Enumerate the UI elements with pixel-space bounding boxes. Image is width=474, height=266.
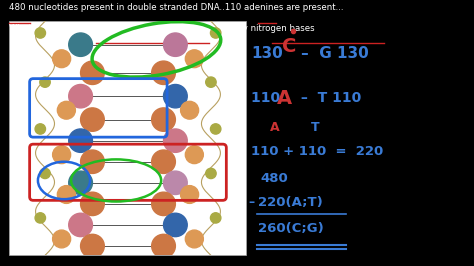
Circle shape [152,192,175,215]
Circle shape [185,50,203,68]
Circle shape [164,33,187,56]
Circle shape [69,171,92,194]
Circle shape [206,168,216,178]
Circle shape [164,213,187,237]
Circle shape [57,186,75,203]
Circle shape [152,150,175,173]
Text: 130: 130 [251,46,283,61]
Text: What is the number  of hydrogen bonds and how many nitrogen bases: What is the number of hydrogen bonds and… [9,24,315,33]
Circle shape [185,146,203,164]
Circle shape [164,171,187,194]
Text: A: A [277,89,292,108]
Circle shape [69,213,92,237]
Circle shape [53,50,71,68]
Text: –: – [249,196,255,209]
FancyBboxPatch shape [9,21,246,255]
Text: 110 + 110  =  220: 110 + 110 = 220 [251,145,383,158]
Circle shape [53,230,71,248]
Circle shape [81,234,104,258]
Circle shape [181,186,199,203]
Circle shape [81,192,104,215]
Circle shape [210,124,221,134]
Text: 220(A;T): 220(A;T) [258,196,323,209]
Text: –  G 130: – G 130 [301,46,369,61]
Circle shape [152,108,175,131]
Circle shape [152,234,175,258]
Circle shape [81,108,104,131]
Text: 480 nucleotides present in double stranded DNA..110 adenines are present...: 480 nucleotides present in double strand… [9,3,344,12]
Text: C: C [282,37,296,56]
Circle shape [152,61,175,85]
Circle shape [210,28,221,38]
Text: –  T 110: – T 110 [296,92,362,105]
Circle shape [40,77,50,87]
Circle shape [35,213,46,223]
Circle shape [181,101,199,119]
Circle shape [40,168,50,178]
Text: T: T [310,121,319,134]
Text: 260(C;G): 260(C;G) [258,222,324,235]
Text: A: A [270,121,280,134]
Circle shape [164,85,187,108]
Circle shape [210,213,221,223]
Circle shape [35,28,46,38]
Circle shape [57,101,75,119]
Text: 110: 110 [251,92,285,105]
Circle shape [53,146,71,164]
Circle shape [185,230,203,248]
Circle shape [69,85,92,108]
Circle shape [35,124,46,134]
Circle shape [206,77,216,87]
Circle shape [81,150,104,173]
Circle shape [164,129,187,152]
Circle shape [81,61,104,85]
Circle shape [69,33,92,56]
Circle shape [69,129,92,152]
Text: 480: 480 [261,172,289,185]
